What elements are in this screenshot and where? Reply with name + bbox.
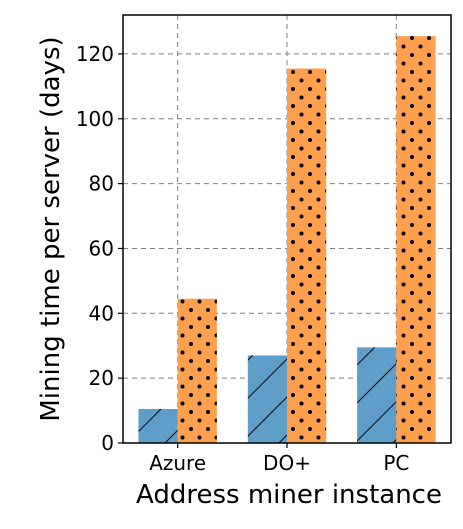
y-tick-label: 120 <box>76 42 114 66</box>
y-tick-label: 20 <box>89 366 114 390</box>
y-tick-label: 80 <box>89 172 114 196</box>
x-tick-label: Azure <box>149 451 206 475</box>
bar-series-2-pc <box>396 36 436 444</box>
y-tick-label: 100 <box>76 107 114 131</box>
bar-series-2-do- <box>287 68 327 443</box>
bar-series-1-do- <box>247 355 287 443</box>
x-axis-label: Address miner instance <box>136 480 442 510</box>
y-tick-label: 40 <box>89 301 114 325</box>
axis-ticks: 0 20 40 60 80 100 120 Azure DO+ PC <box>76 42 410 475</box>
y-tick-label: 60 <box>89 236 114 260</box>
bar-series-2-azure <box>177 298 217 443</box>
y-tick-label: 0 <box>101 431 114 455</box>
x-tick-label: DO+ <box>263 451 311 475</box>
bar-series-1-pc <box>357 347 397 443</box>
bars <box>138 36 436 444</box>
bar-series-1-azure <box>138 408 178 443</box>
y-axis-label: Mining time per server (days) <box>36 36 66 421</box>
x-tick-label: PC <box>383 451 409 475</box>
